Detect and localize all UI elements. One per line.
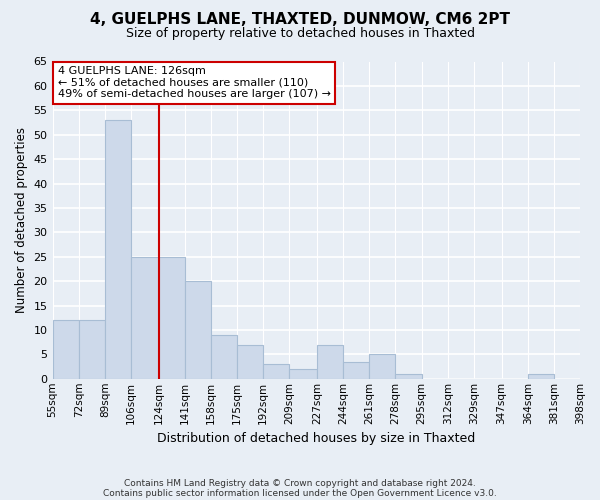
- Text: 4 GUELPHS LANE: 126sqm
← 51% of detached houses are smaller (110)
49% of semi-de: 4 GUELPHS LANE: 126sqm ← 51% of detached…: [58, 66, 331, 100]
- Bar: [317, 344, 343, 379]
- X-axis label: Distribution of detached houses by size in Thaxted: Distribution of detached houses by size …: [157, 432, 475, 445]
- Bar: [370, 354, 395, 379]
- Bar: [211, 335, 237, 379]
- Bar: [105, 120, 131, 379]
- Bar: [263, 364, 289, 379]
- Text: Size of property relative to detached houses in Thaxted: Size of property relative to detached ho…: [125, 28, 475, 40]
- Bar: [185, 281, 211, 379]
- Bar: [158, 256, 185, 379]
- Y-axis label: Number of detached properties: Number of detached properties: [15, 127, 28, 313]
- Bar: [53, 320, 79, 379]
- Bar: [131, 256, 158, 379]
- Bar: [528, 374, 554, 379]
- Bar: [237, 344, 263, 379]
- Bar: [395, 374, 422, 379]
- Text: Contains public sector information licensed under the Open Government Licence v3: Contains public sector information licen…: [103, 488, 497, 498]
- Bar: [289, 369, 317, 379]
- Text: 4, GUELPHS LANE, THAXTED, DUNMOW, CM6 2PT: 4, GUELPHS LANE, THAXTED, DUNMOW, CM6 2P…: [90, 12, 510, 28]
- Bar: [79, 320, 105, 379]
- Text: Contains HM Land Registry data © Crown copyright and database right 2024.: Contains HM Land Registry data © Crown c…: [124, 478, 476, 488]
- Bar: [343, 362, 370, 379]
